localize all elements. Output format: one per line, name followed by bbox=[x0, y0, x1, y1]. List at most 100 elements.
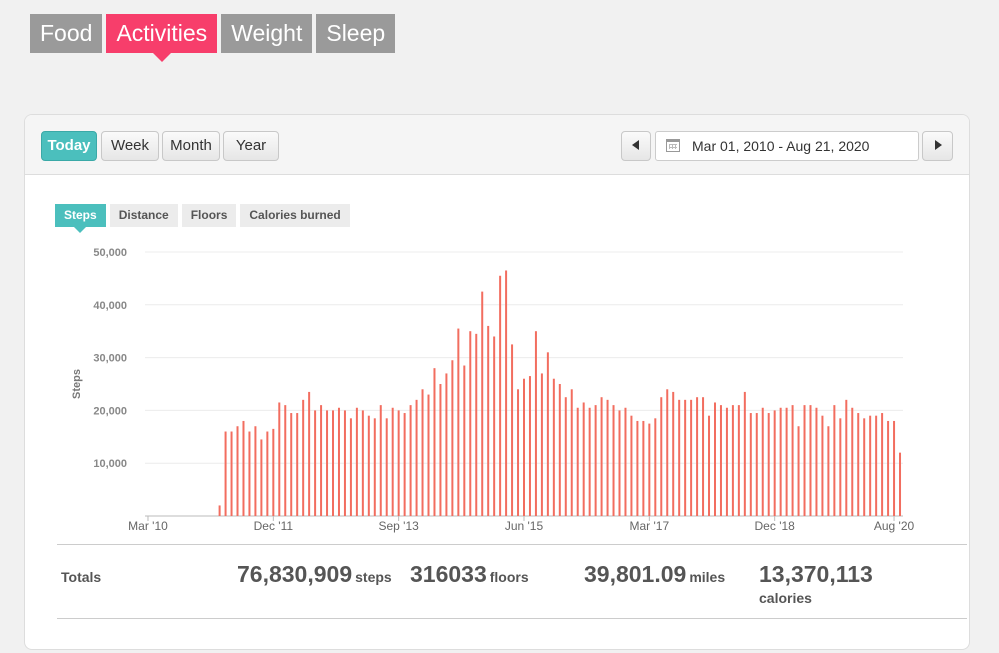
bar bbox=[564, 397, 567, 516]
prev-date-button[interactable] bbox=[621, 131, 651, 161]
bar bbox=[815, 407, 818, 516]
year-button[interactable]: Year bbox=[223, 131, 279, 161]
tab-distance[interactable]: Distance bbox=[109, 204, 178, 227]
x-tick-label: Mar '10 bbox=[128, 519, 168, 533]
bar bbox=[552, 378, 555, 516]
bar bbox=[439, 384, 442, 516]
tab-activities[interactable]: Activities bbox=[106, 14, 218, 62]
bar bbox=[320, 405, 323, 516]
total-floors-unit: floors bbox=[489, 569, 529, 585]
total-miles-value: 39,801.09 bbox=[584, 561, 687, 587]
bar bbox=[875, 415, 878, 516]
tab-calories-burned[interactable]: Calories burned bbox=[240, 204, 350, 227]
bar bbox=[696, 397, 699, 516]
bar bbox=[540, 373, 543, 516]
bar bbox=[326, 410, 329, 516]
bar bbox=[469, 331, 472, 516]
x-tick-label: Mar '17 bbox=[630, 519, 670, 533]
bar bbox=[660, 397, 663, 516]
x-tick-label: Sep '13 bbox=[378, 519, 419, 533]
bar bbox=[678, 399, 681, 516]
tab-weight[interactable]: Weight bbox=[221, 14, 313, 53]
bar bbox=[636, 420, 639, 516]
bar bbox=[618, 410, 621, 516]
bar bbox=[284, 405, 287, 516]
date-range-text: Mar 01, 2010 - Aug 21, 2020 bbox=[692, 138, 870, 154]
bar bbox=[421, 389, 424, 516]
bar bbox=[445, 373, 448, 516]
week-button[interactable]: Week bbox=[101, 131, 159, 161]
bar bbox=[702, 397, 705, 516]
bar bbox=[833, 405, 836, 516]
today-button[interactable]: Today bbox=[41, 131, 97, 161]
bar bbox=[899, 452, 902, 516]
totals-row: Totals 76,830,909 steps 316033 floors 39,8… bbox=[57, 544, 967, 619]
bar bbox=[785, 407, 788, 516]
bar bbox=[373, 418, 376, 516]
bar bbox=[528, 376, 531, 516]
bar bbox=[302, 399, 305, 516]
tab-floors[interactable]: Floors bbox=[181, 204, 237, 227]
bar bbox=[534, 331, 537, 516]
bar bbox=[791, 405, 794, 516]
bar bbox=[397, 410, 400, 516]
bar bbox=[224, 431, 227, 516]
bar bbox=[600, 397, 603, 516]
bar bbox=[881, 413, 884, 516]
y-tick-label: 40,000 bbox=[93, 300, 127, 312]
bar bbox=[767, 413, 770, 516]
bar bbox=[851, 407, 854, 516]
bar bbox=[391, 407, 394, 516]
bar bbox=[624, 407, 627, 516]
bar bbox=[863, 418, 866, 516]
tab-sleep[interactable]: Sleep bbox=[316, 14, 396, 53]
bar bbox=[893, 420, 896, 516]
total-steps-value: 76,830,909 bbox=[237, 561, 353, 587]
y-tick-label: 10,000 bbox=[93, 458, 127, 470]
bar bbox=[260, 439, 263, 516]
activity-card: Today Week Month Year Mar 01, 2010 - Aug… bbox=[24, 114, 970, 650]
bar bbox=[457, 328, 460, 516]
total-floors: 316033 floors bbox=[410, 561, 529, 588]
total-calories: 13,370,113 calories bbox=[759, 561, 873, 606]
bar bbox=[797, 426, 800, 516]
bar bbox=[278, 402, 281, 516]
bar bbox=[713, 402, 716, 516]
bar bbox=[463, 365, 466, 516]
triangle-right-icon bbox=[934, 140, 942, 150]
bar bbox=[266, 431, 269, 516]
total-steps: 76,830,909 steps bbox=[237, 561, 392, 588]
triangle-left-icon bbox=[632, 140, 639, 150]
bar bbox=[779, 407, 782, 516]
next-date-button[interactable] bbox=[922, 131, 953, 161]
bar bbox=[505, 270, 508, 516]
bar bbox=[719, 405, 722, 516]
x-tick-label: Jun '15 bbox=[505, 519, 544, 533]
bar bbox=[314, 410, 317, 516]
bar bbox=[809, 405, 812, 516]
bar bbox=[487, 325, 490, 516]
bar bbox=[869, 415, 872, 516]
bar bbox=[684, 399, 687, 516]
bar bbox=[367, 415, 370, 516]
date-range-field[interactable]: Mar 01, 2010 - Aug 21, 2020 bbox=[655, 131, 919, 161]
tab-food[interactable]: Food bbox=[30, 14, 103, 53]
tab-steps[interactable]: Steps bbox=[55, 204, 106, 233]
total-calories-value: 13,370,113 bbox=[759, 561, 873, 587]
bar bbox=[755, 413, 758, 516]
nav-tabs: Food Activities Weight Sleep bbox=[30, 14, 396, 62]
bar bbox=[642, 420, 645, 516]
bar bbox=[236, 426, 239, 516]
bar bbox=[511, 344, 514, 516]
total-calories-unit: calories bbox=[759, 590, 812, 606]
bar bbox=[337, 407, 340, 516]
bar bbox=[546, 352, 549, 516]
total-steps-unit: steps bbox=[355, 569, 392, 585]
bar bbox=[821, 415, 824, 516]
bar bbox=[230, 431, 233, 516]
bar bbox=[594, 405, 597, 516]
bar bbox=[887, 420, 890, 516]
x-tick-label: Dec '18 bbox=[755, 519, 796, 533]
bar bbox=[493, 336, 496, 516]
month-button[interactable]: Month bbox=[162, 131, 220, 161]
